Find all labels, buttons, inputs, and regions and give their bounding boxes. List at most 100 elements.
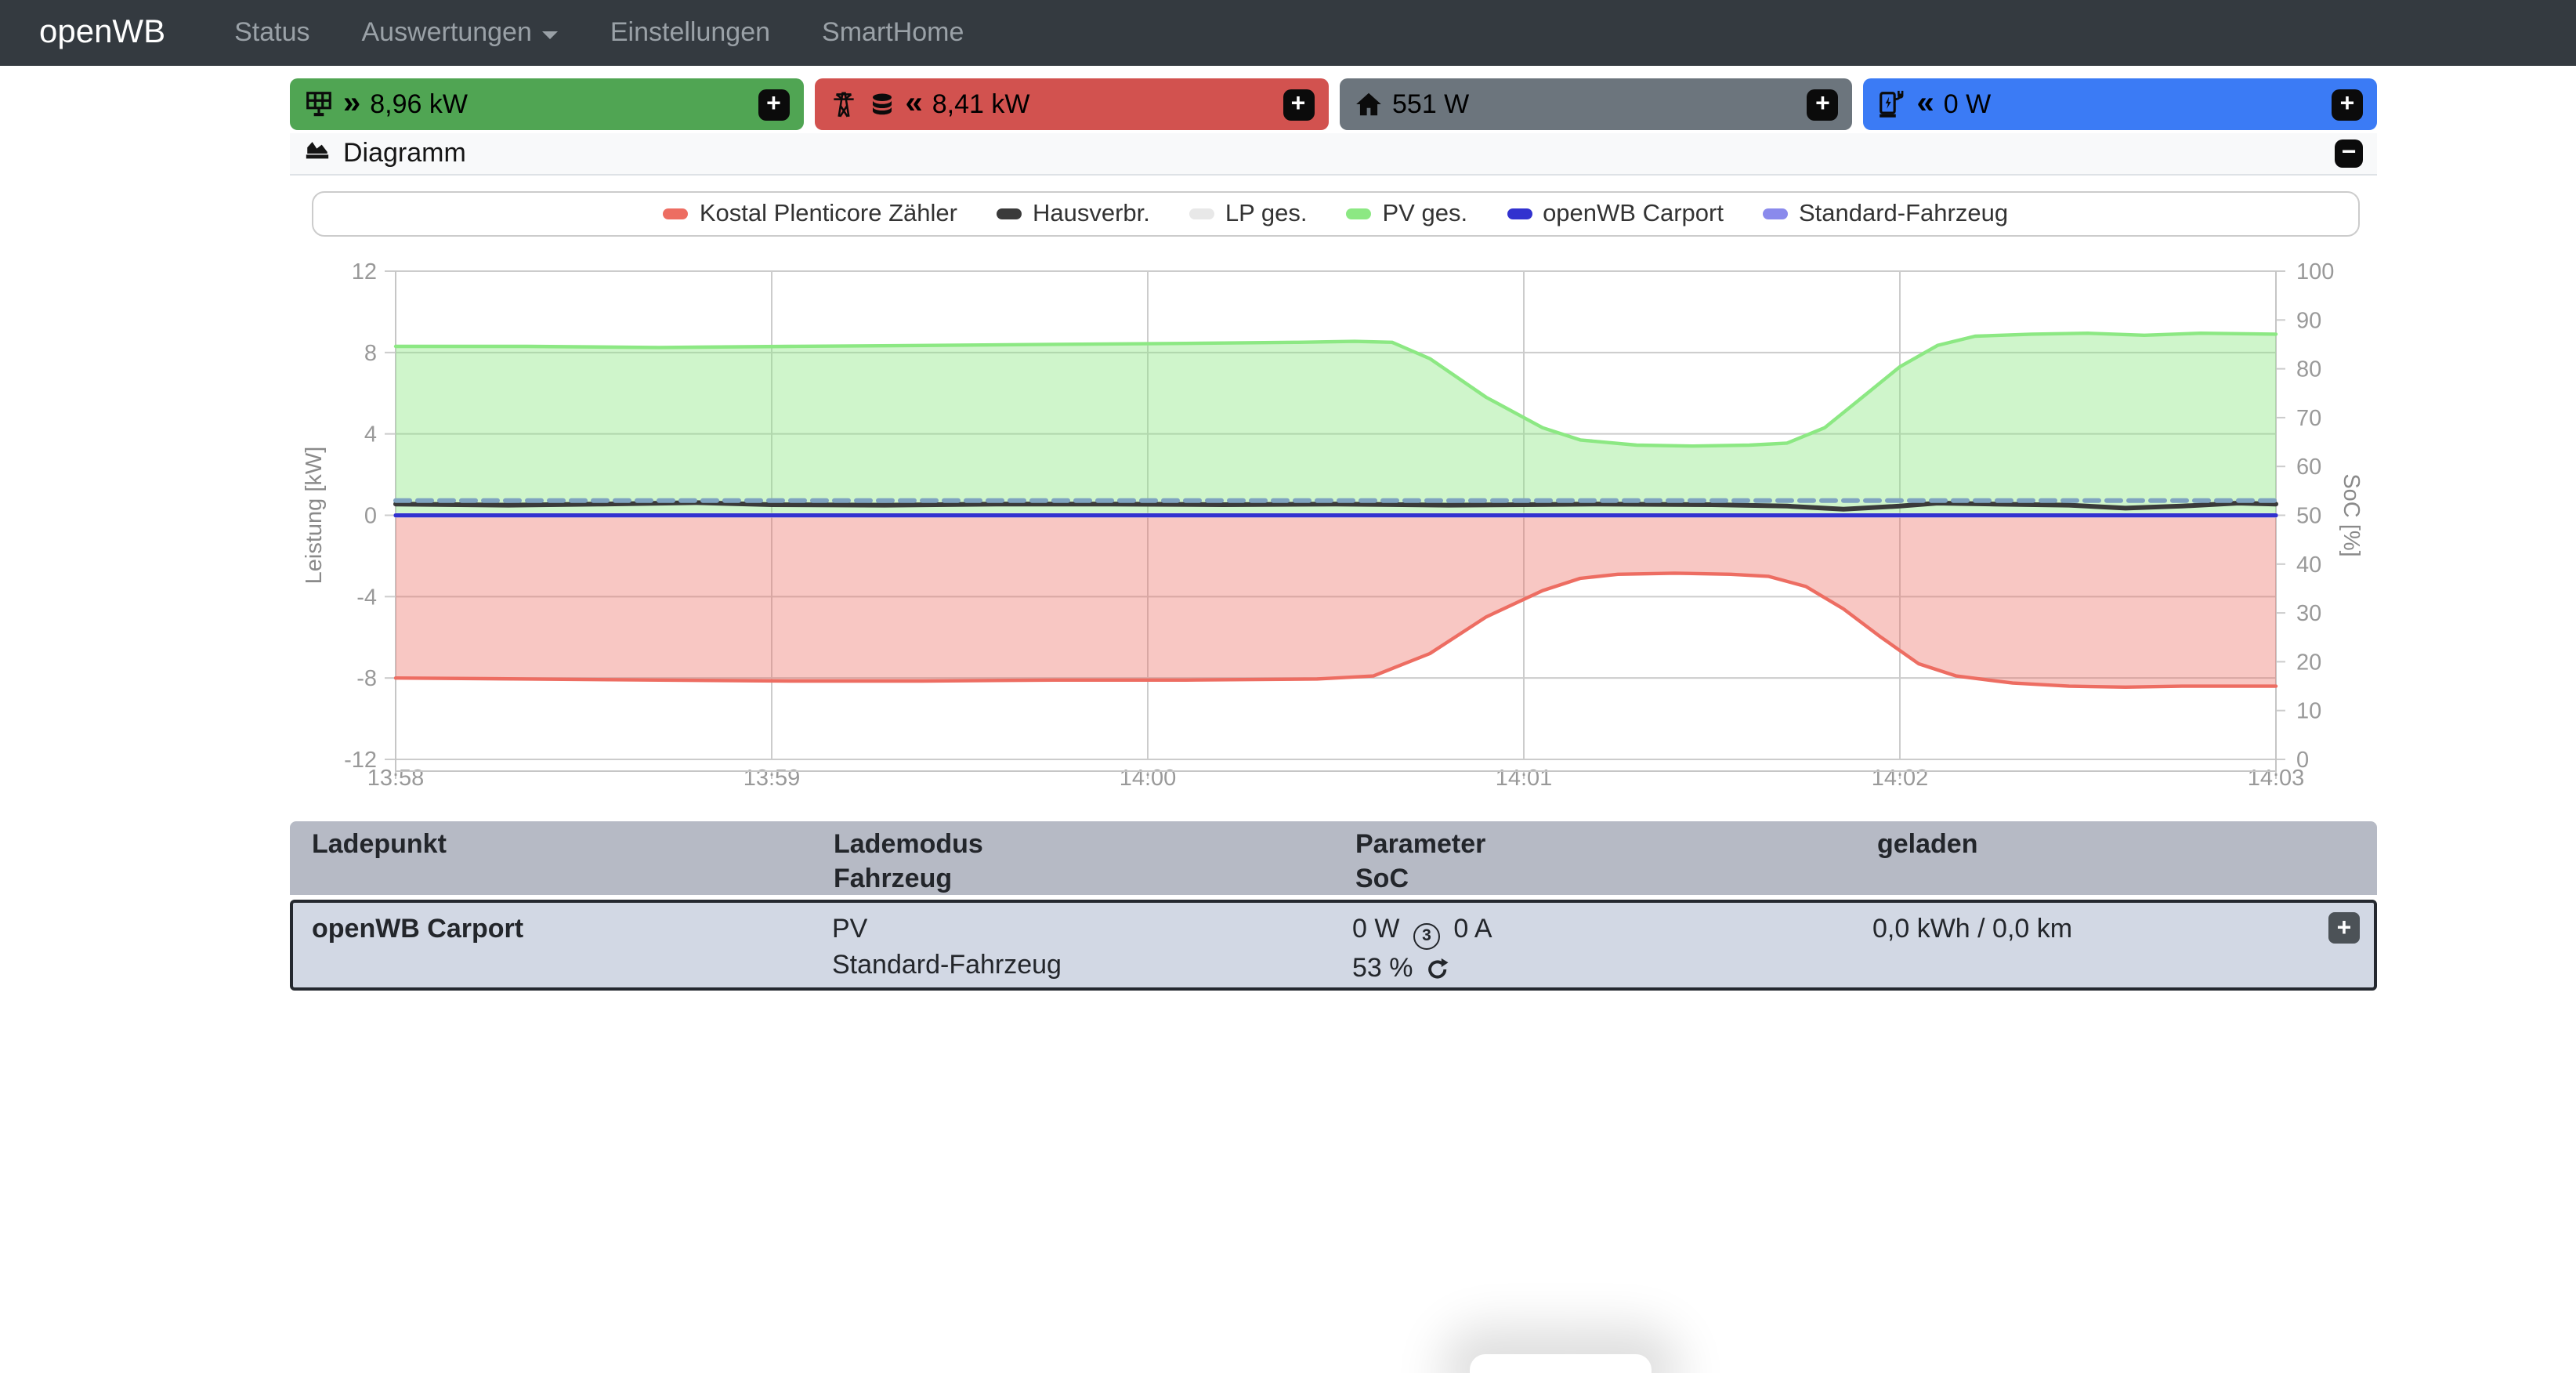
chart-area-icon [304,136,331,171]
diagram-title: Diagramm [343,138,466,168]
solar-panel-icon [304,89,334,119]
chargepoint-power-badge[interactable]: « 0 W [1863,78,2377,130]
chargepoint-mode-vehicle: PV Standard-Fahrzeug [813,903,1333,991]
top-navbar: openWB Status Auswertungen Einstellungen… [0,0,2576,66]
nav-label: Auswertungen [361,17,532,47]
chevron-down-icon [542,31,559,39]
house-power-badge[interactable]: 551 W [1339,78,1853,130]
charge-current: 0 A [1453,914,1492,944]
svg-text:Leistung [kW]: Leistung [kW] [302,447,327,585]
legend-item-carport[interactable]: openWB Carport [1507,200,1724,228]
chargepoint-power-value: 0 W [1943,89,1992,118]
house-icon [1353,89,1383,119]
legend-label: Standard-Fahrzeug [1798,200,2009,226]
legend-swatch [1762,208,1788,219]
bottom-toast-card[interactable] [1470,1354,1652,1373]
plus-square-icon[interactable] [2332,89,2363,120]
svg-text:-12: -12 [344,748,377,773]
legend-swatch [1189,208,1214,219]
legend-item-kostal[interactable]: Kostal Plenticore Zähler [663,200,957,228]
header-ladepunkt: Ladepunkt [312,829,447,859]
svg-text:-8: -8 [356,666,377,691]
svg-text:40: 40 [2296,552,2321,578]
legend-item-lp-ges[interactable]: LP ges. [1189,200,1308,228]
chargepoint-name: openWB Carport [312,914,524,944]
chargepoint-charged: 0,0 kWh / 0,0 km [1854,903,2374,991]
svg-text:SoC [%]: SoC [%] [2339,473,2364,556]
chargepoint-parameter-soc: 0 W 3 0 A 53 % [1333,903,1854,991]
soc-value: 53 % [1352,952,1413,983]
legend-item-pv-ges[interactable]: PV ges. [1346,200,1468,228]
transmission-tower-icon [829,89,859,119]
chart-legend: Kostal Plenticore Zähler Hausverbr. LP g… [312,191,2360,237]
header-parameter-soc: Parameter SoC [1355,829,1486,893]
svg-text:20: 20 [2296,650,2321,675]
svg-text:60: 60 [2296,455,2321,480]
legend-item-standard-fahrzeug[interactable]: Standard-Fahrzeug [1762,200,2009,228]
svg-text:90: 90 [2296,308,2321,333]
refresh-icon[interactable] [1427,958,1450,987]
vehicle-name: Standard-Fahrzeug [832,950,1062,980]
header-lademodus-fahrzeug: Lademodus Fahrzeug [834,829,983,893]
svg-text:4: 4 [364,422,377,447]
import-arrows: « [1916,86,1934,121]
nav-item-auswertungen[interactable]: Auswertungen [362,17,559,49]
header-geladen: geladen [1877,829,1978,859]
plus-square-icon[interactable] [1807,89,1839,120]
brand-logo[interactable]: openWB [39,14,166,50]
legend-label: openWB Carport [1543,200,1724,226]
collapse-minus-icon[interactable] [2335,139,2363,168]
svg-text:10: 10 [2296,699,2321,724]
svg-text:12: 12 [352,259,377,284]
nav-label: Status [234,17,310,47]
legend-swatch [1346,208,1372,219]
parameter-line: 0 W 3 0 A [1352,911,1854,950]
diagram-panel-header: Diagramm [290,133,2377,176]
import-arrows: « [905,86,923,121]
power-badges-row: » 8,96 kW « 8,41 kW 551 W [290,78,2377,130]
pv-power-badge[interactable]: » 8,96 kW [290,78,804,130]
legend-swatch [663,208,689,219]
coins-icon [868,90,896,118]
grid-power-badge[interactable]: « 8,41 kW [814,78,1328,130]
legend-swatch [997,208,1022,219]
nav-item-smarthome[interactable]: SmartHome [822,17,964,49]
nav-label: SmartHome [822,17,964,47]
legend-label: Kostal Plenticore Zähler [699,200,957,226]
svg-text:8: 8 [364,341,377,366]
plus-square-icon[interactable] [1283,89,1314,120]
charge-mode: PV [832,914,868,944]
legend-label: LP ges. [1225,200,1308,226]
legend-label: Hausverbr. [1033,200,1150,226]
export-arrows: » [343,86,360,121]
svg-text:14:02: 14:02 [1872,766,1929,791]
phases-icon: 3 [1413,922,1440,950]
pv-power-value: 8,96 kW [370,89,468,118]
chargepoint-row[interactable]: openWB Carport PV Standard-Fahrzeug 0 W … [290,900,2377,991]
svg-text:14:01: 14:01 [1496,766,1553,791]
svg-text:80: 80 [2296,357,2321,382]
nav-item-einstellungen[interactable]: Einstellungen [610,17,770,49]
charging-station-icon [1878,89,1908,119]
legend-swatch [1507,208,1532,219]
legend-item-hausverbrauch[interactable]: Hausverbr. [997,200,1150,228]
expand-row-plus-icon[interactable] [2328,912,2360,944]
svg-text:-4: -4 [356,585,377,610]
svg-text:14:00: 14:00 [1120,766,1177,791]
chargepoint-table-header: Ladepunkt Lademodus Fahrzeug Parameter SoC… [290,821,2377,895]
svg-text:13:59: 13:59 [743,766,801,791]
svg-text:100: 100 [2296,259,2334,284]
svg-text:0: 0 [364,504,377,529]
soc-line: 53 % [1352,950,1854,991]
nav-item-status[interactable]: Status [234,17,309,49]
grid-power-value: 8,41 kW [932,89,1030,118]
svg-text:30: 30 [2296,601,2321,626]
nav-label: Einstellungen [610,17,771,47]
svg-text:50: 50 [2296,504,2321,529]
house-power-value: 551 W [1392,89,1470,118]
plus-square-icon[interactable] [758,89,790,120]
legend-label: PV ges. [1382,200,1468,226]
charged-value: 0,0 kWh / 0,0 km [1872,914,2073,944]
